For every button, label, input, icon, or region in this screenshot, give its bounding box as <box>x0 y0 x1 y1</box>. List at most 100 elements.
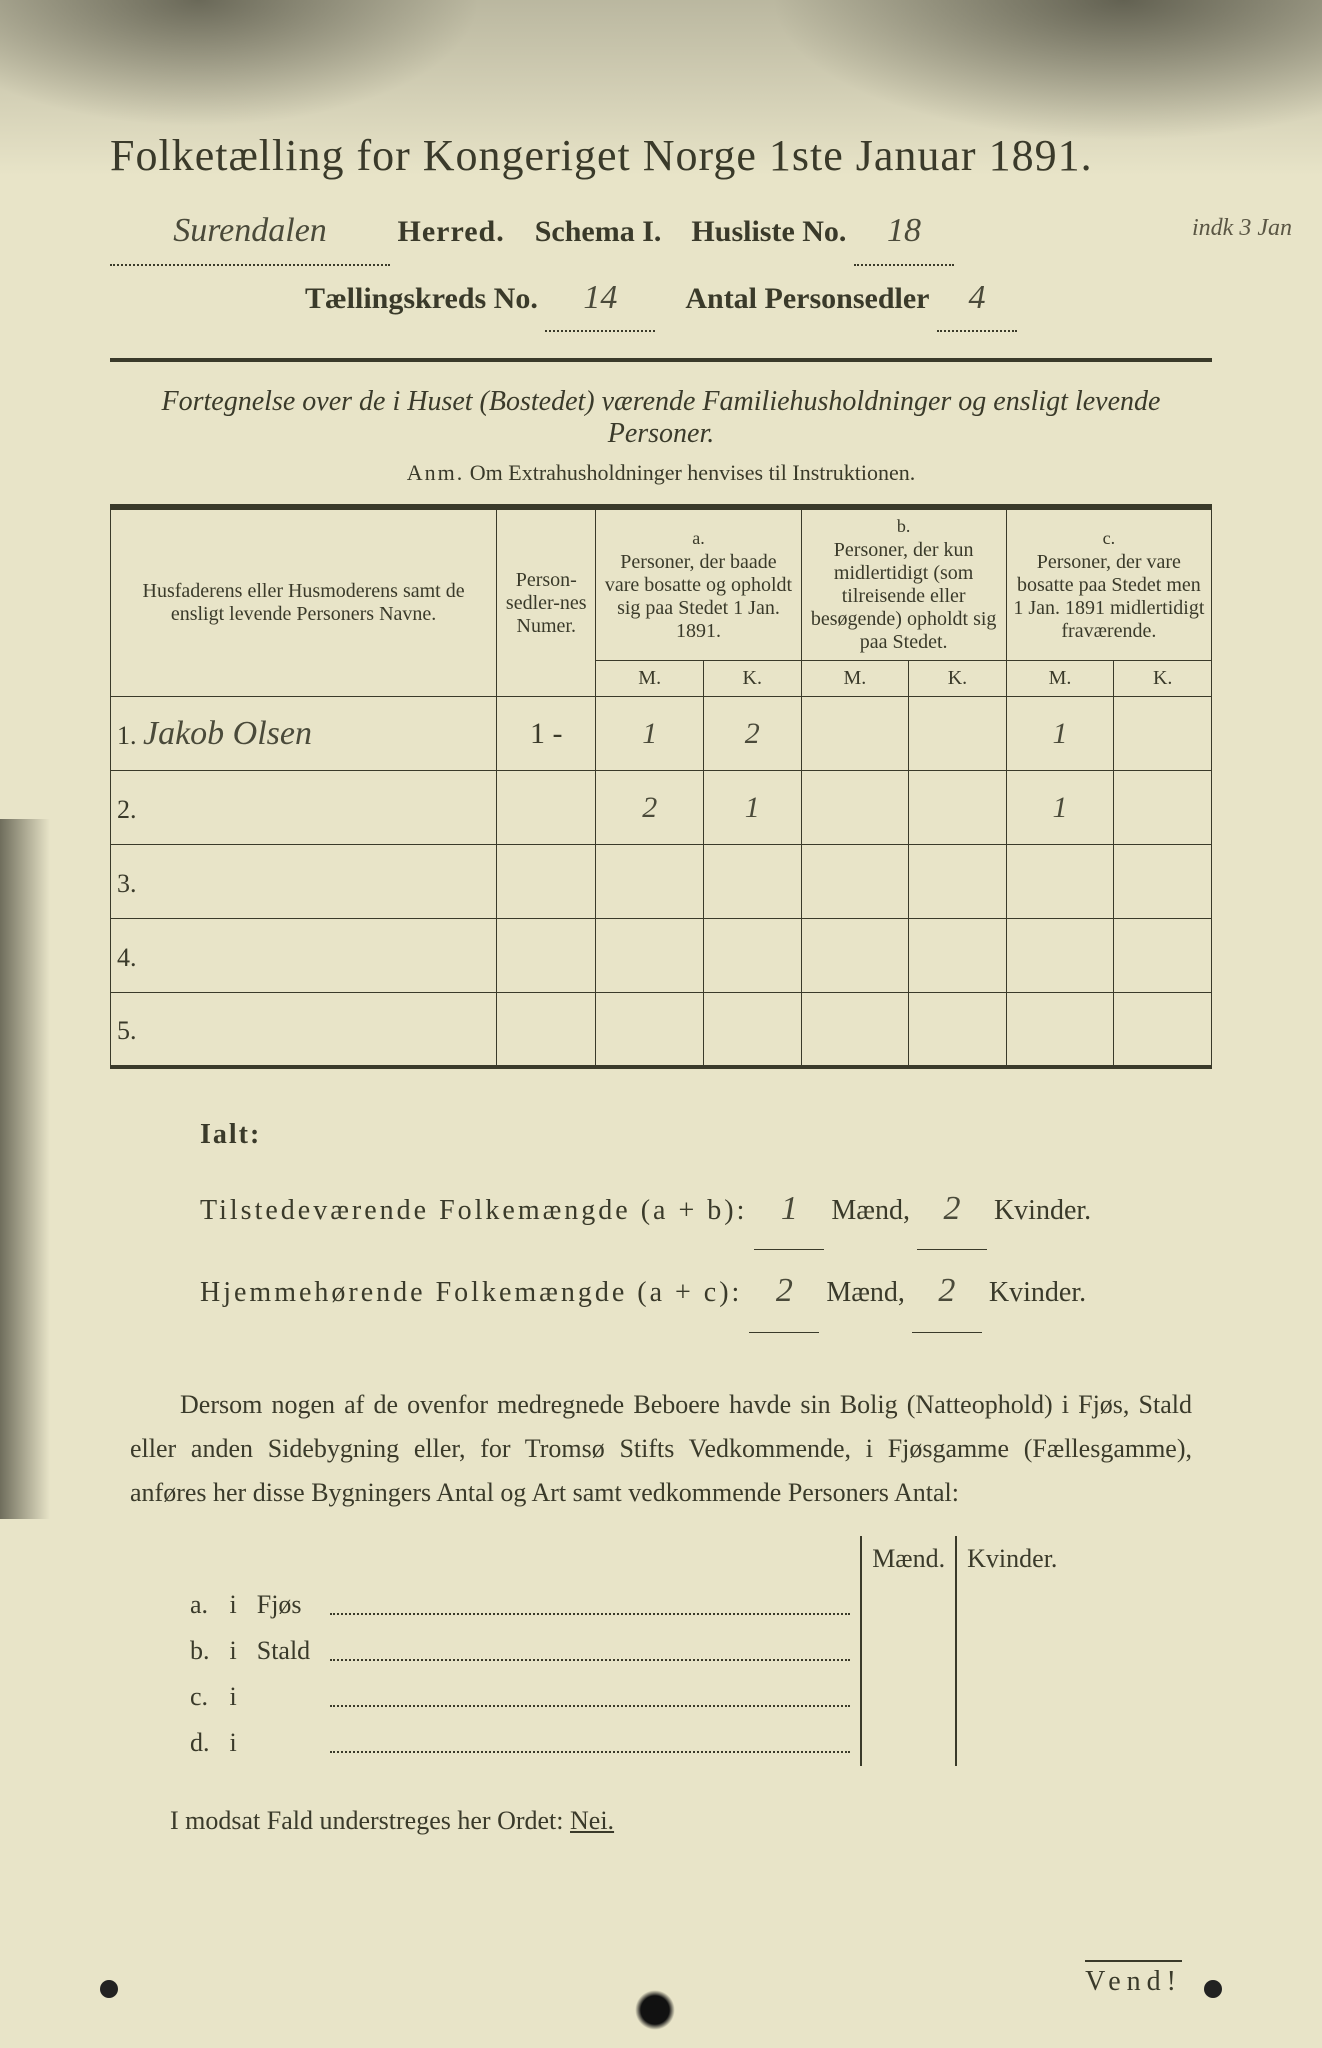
row-b-k <box>909 697 1007 771</box>
col-header-name-text: Husfaderens eller Husmoderens samt de en… <box>143 580 465 625</box>
row-a-k: 2 <box>704 697 802 771</box>
side-head-k: Kvinder. <box>956 1536 1067 1582</box>
row-index: 2. <box>111 771 497 845</box>
col-header-group-a: a. Personer, der baade vare bosatte og o… <box>596 507 801 661</box>
row-a-m: 2 <box>596 771 704 845</box>
subcol-c-m: M. <box>1006 661 1114 697</box>
anm-line: Anm. Om Extrahusholdninger henvises til … <box>110 460 1212 486</box>
nei-line: I modsat Fald understreges her Ordet: Ne… <box>170 1806 1212 1836</box>
row-b-k <box>909 845 1007 919</box>
totals-block: Ialt: Tilstedeværende Folkemængde (a + b… <box>200 1101 1212 1333</box>
side-dots <box>320 1674 861 1720</box>
kreds-label: Tællingskreds No. <box>305 282 538 315</box>
grp-a-letter: a. <box>602 528 794 549</box>
row-index: 1. Jakob Olsen <box>111 697 497 771</box>
header-line-2: Tællingskreds No. 14 Antal Personsedler … <box>110 266 1212 333</box>
nei-word: Nei. <box>570 1806 614 1835</box>
punch-hole-right <box>1204 1980 1222 1998</box>
table-row: 4. <box>111 919 1212 993</box>
kvinder-1: Kvinder. <box>994 1195 1091 1226</box>
row-b-k <box>909 771 1007 845</box>
grp-c-letter: c. <box>1013 528 1205 549</box>
side-m <box>861 1720 956 1766</box>
row-c-m: 1 <box>1006 771 1114 845</box>
paper-stain-left <box>0 819 50 1519</box>
row-b-m <box>801 771 909 845</box>
side-letter: a. <box>180 1582 220 1628</box>
row-c-m: 1 <box>1006 697 1114 771</box>
row-c-k <box>1114 845 1212 919</box>
row-a-k: 1 <box>704 771 802 845</box>
row-c-k <box>1114 919 1212 993</box>
row-num <box>497 919 596 993</box>
household-table: Husfaderens eller Husmoderens samt de en… <box>110 504 1212 1069</box>
row-a-m <box>596 845 704 919</box>
row-a-m: 1 <box>596 697 704 771</box>
row-b-m <box>801 845 909 919</box>
side-label <box>247 1674 320 1720</box>
herred-label: Herred. <box>398 215 505 248</box>
grp-b-letter: b. <box>808 516 1000 537</box>
side-row: a.iFjøs <box>180 1582 1067 1628</box>
side-building-paragraph: Dersom nogen af de ovenfor medregnede Be… <box>130 1383 1192 1516</box>
census-form-page: indk 3 Jan Folketælling for Kongeriget N… <box>0 0 1322 2048</box>
row-num <box>497 845 596 919</box>
row-c-k <box>1114 697 1212 771</box>
present-label: Tilstedeværende Folkemængde (a + b): <box>200 1195 747 1226</box>
antal-value: 4 <box>937 266 1017 333</box>
row-b-k <box>909 993 1007 1067</box>
row-c-m <box>1006 919 1114 993</box>
side-k <box>956 1582 1067 1628</box>
side-dots <box>320 1628 861 1674</box>
subcol-b-k: K. <box>909 661 1007 697</box>
row-c-k <box>1114 993 1212 1067</box>
row-c-m <box>1006 993 1114 1067</box>
row-a-m <box>596 993 704 1067</box>
subcol-a-m: M. <box>596 661 704 697</box>
husliste-label: Husliste No. <box>691 215 846 248</box>
side-letter: d. <box>180 1720 220 1766</box>
herred-value: Surendalen <box>110 199 390 266</box>
kreds-value: 14 <box>545 266 655 333</box>
side-row: b.iStald <box>180 1628 1067 1674</box>
row-c-m <box>1006 845 1114 919</box>
header-line-1: Surendalen Herred. Schema I. Husliste No… <box>110 199 1212 266</box>
anm-text: Om Extrahusholdninger henvises til Instr… <box>470 460 915 485</box>
nei-pre: I modsat Fald understreges her Ordet: <box>170 1806 570 1835</box>
resident-m: 2 <box>749 1250 819 1333</box>
resident-k: 2 <box>912 1250 982 1333</box>
side-dots <box>320 1720 861 1766</box>
row-a-k <box>704 845 802 919</box>
row-b-m <box>801 919 909 993</box>
row-num: 1 - <box>497 697 596 771</box>
side-row: c.i <box>180 1674 1067 1720</box>
present-k: 2 <box>917 1168 987 1251</box>
table-row: 5. <box>111 993 1212 1067</box>
col-header-group-c: c. Personer, der vare bosatte paa Stedet… <box>1006 507 1211 661</box>
table-row: 3. <box>111 845 1212 919</box>
table-row: 1. Jakob Olsen1 -121 <box>111 697 1212 771</box>
ink-blot <box>635 1990 675 2030</box>
side-m <box>861 1628 956 1674</box>
table-row: 2. 211 <box>111 771 1212 845</box>
side-m <box>861 1582 956 1628</box>
anm-label: Anm. <box>407 460 465 485</box>
side-letter: b. <box>180 1628 220 1674</box>
husliste-value: 18 <box>854 199 954 266</box>
totals-line-resident: Hjemmehørende Folkemængde (a + c): 2 Mæn… <box>200 1250 1212 1333</box>
subcol-a-k: K. <box>704 661 802 697</box>
side-i: i <box>220 1582 247 1628</box>
subcol-b-m: M. <box>801 661 909 697</box>
row-index: 4. <box>111 919 497 993</box>
side-head-m: Mænd. <box>861 1536 956 1582</box>
row-num <box>497 993 596 1067</box>
row-a-k <box>704 993 802 1067</box>
side-building-table: Mænd. Kvinder. a.iFjøs b.iStald c.i d.i <box>180 1536 1067 1766</box>
totals-line-present: Tilstedeværende Folkemængde (a + b): 1 M… <box>200 1168 1212 1251</box>
side-letter: c. <box>180 1674 220 1720</box>
present-m: 1 <box>754 1168 824 1251</box>
side-k <box>956 1628 1067 1674</box>
maend-1: Mænd, <box>831 1195 910 1226</box>
grp-a-text: Personer, der baade vare bosatte og opho… <box>605 551 792 642</box>
side-i: i <box>220 1628 247 1674</box>
